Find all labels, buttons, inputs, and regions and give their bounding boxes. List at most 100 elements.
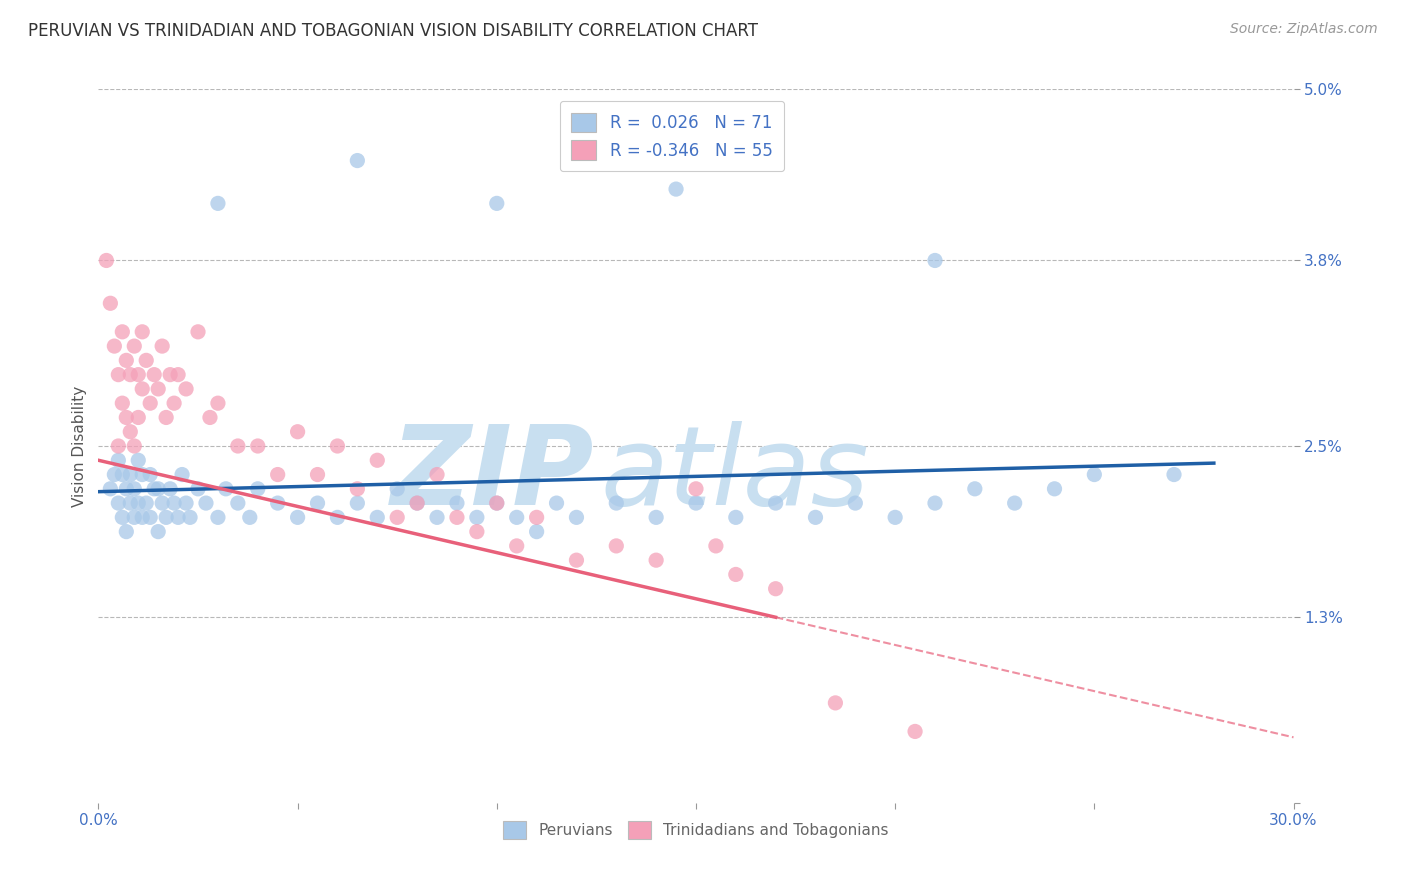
Point [724,567,747,582]
Point [226,439,249,453]
Point [163,496,186,510]
Point [148,482,170,496]
Point [187,482,209,496]
Point [246,482,269,496]
Point [426,510,449,524]
Point [103,339,125,353]
Point [207,396,229,410]
Point [366,453,388,467]
Point [506,510,529,524]
Point [546,496,568,510]
Point [115,524,138,539]
Point [124,339,146,353]
Point [198,410,221,425]
Point [804,510,827,524]
Point [98,482,122,496]
Point [465,510,488,524]
Point [159,368,181,382]
Point [605,539,627,553]
Point [704,539,727,553]
Point [239,510,262,524]
Point [346,496,368,510]
Point [155,410,177,425]
Point [287,510,309,524]
Point [135,353,157,368]
Point [1004,496,1026,510]
Legend: Peruvians, Trinidadians and Tobagonians: Peruvians, Trinidadians and Tobagonians [498,815,894,845]
Point [904,724,927,739]
Point [924,253,946,268]
Point [107,453,129,467]
Point [139,510,162,524]
Point [120,467,142,482]
Point [179,510,201,524]
Point [924,496,946,510]
Point [111,396,134,410]
Point [1083,467,1105,482]
Point [187,325,209,339]
Point [406,496,429,510]
Point [115,410,138,425]
Point [406,496,429,510]
Point [172,467,194,482]
Point [605,496,627,510]
Point [150,496,173,510]
Point [120,496,142,510]
Point [645,553,668,567]
Point [124,482,146,496]
Text: atlas: atlas [600,421,869,528]
Point [150,339,173,353]
Point [103,467,125,482]
Point [385,482,409,496]
Point [135,496,157,510]
Y-axis label: Vision Disability: Vision Disability [72,385,87,507]
Point [506,539,529,553]
Point [1043,482,1066,496]
Point [267,496,290,510]
Point [107,368,129,382]
Point [131,325,153,339]
Point [195,496,218,510]
Point [124,439,146,453]
Point [215,482,238,496]
Point [143,482,166,496]
Point [665,182,688,196]
Point [139,467,162,482]
Point [526,524,548,539]
Point [174,382,197,396]
Point [127,453,149,467]
Point [824,696,846,710]
Point [565,510,588,524]
Point [107,496,129,510]
Point [844,496,866,510]
Point [111,467,134,482]
Point [139,396,162,410]
Text: PERUVIAN VS TRINIDADIAN AND TOBAGONIAN VISION DISABILITY CORRELATION CHART: PERUVIAN VS TRINIDADIAN AND TOBAGONIAN V… [28,22,758,40]
Point [159,482,181,496]
Point [346,153,368,168]
Point [565,553,588,567]
Point [115,482,138,496]
Point [645,510,668,524]
Point [765,496,787,510]
Point [485,496,508,510]
Point [155,510,177,524]
Point [426,467,449,482]
Text: Source: ZipAtlas.com: Source: ZipAtlas.com [1230,22,1378,37]
Point [127,496,149,510]
Point [346,482,368,496]
Point [963,482,986,496]
Point [167,510,190,524]
Point [115,353,138,368]
Point [107,439,129,453]
Point [267,467,290,482]
Point [127,368,149,382]
Point [131,510,153,524]
Point [98,296,122,310]
Point [465,524,488,539]
Point [120,368,142,382]
Point [366,510,388,524]
Point [326,510,349,524]
Point [1163,467,1185,482]
Point [724,510,747,524]
